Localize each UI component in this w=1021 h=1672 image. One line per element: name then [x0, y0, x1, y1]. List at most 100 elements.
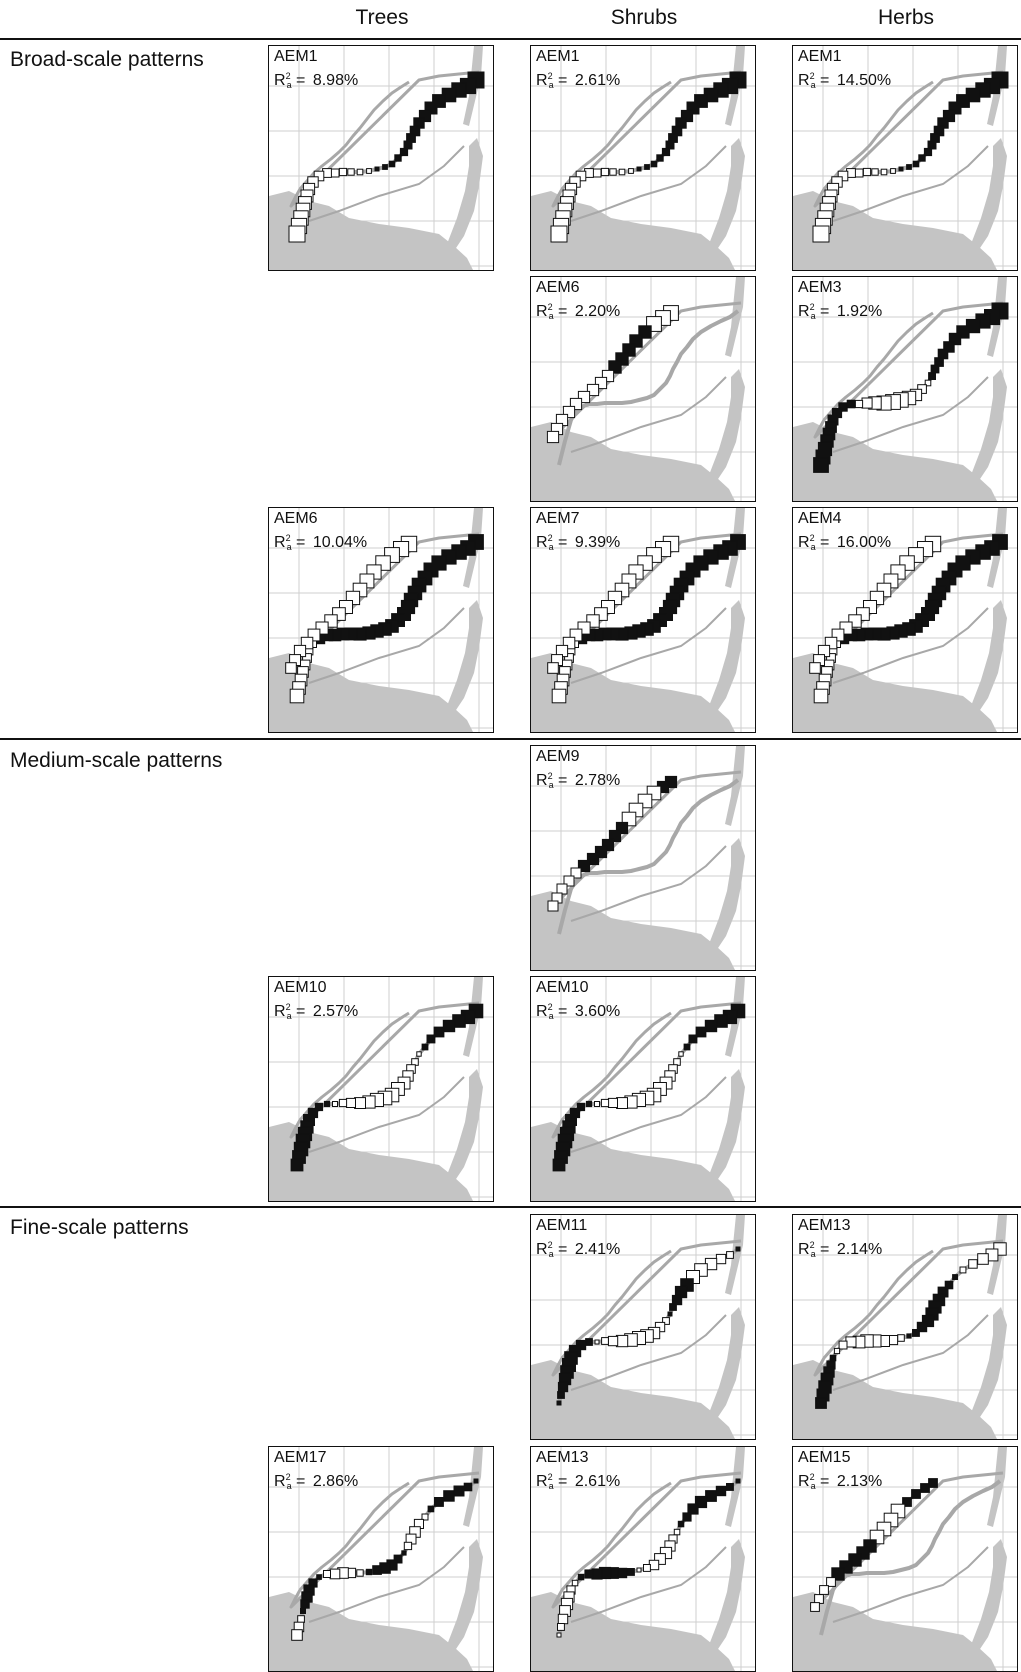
- r2-eq: =: [553, 1241, 572, 1258]
- site-marker: [924, 379, 932, 387]
- site-marker: [656, 154, 664, 162]
- r2-sup: 2: [285, 71, 291, 81]
- panel-r2-value: R2a = 2.61%: [536, 67, 620, 94]
- site-marker: [902, 1497, 912, 1507]
- site-marker: [374, 166, 380, 172]
- panel-title: AEM11: [536, 1217, 588, 1234]
- panel-title: AEM13: [798, 1217, 851, 1234]
- site-marker: [687, 1503, 699, 1515]
- site-marker: [810, 1602, 820, 1612]
- r2-percent: 2.86%: [312, 1473, 359, 1490]
- r2-letter: R: [536, 1241, 548, 1258]
- site-marker: [920, 1483, 930, 1493]
- site-marker: [556, 1632, 562, 1638]
- r2-sub: a: [548, 1011, 554, 1021]
- site-marker: [550, 225, 568, 243]
- site-marker: [584, 1569, 594, 1579]
- r2-sub: a: [286, 1011, 292, 1021]
- r2-letter: R: [274, 1003, 286, 1020]
- site-marker: [952, 1274, 959, 1280]
- section-label-broad: Broad-scale patterns: [10, 48, 204, 71]
- map-plot: [531, 277, 755, 501]
- site-marker: [942, 109, 956, 123]
- lake-shape: [531, 1122, 735, 1201]
- r2-eq: =: [291, 1003, 310, 1020]
- site-marker: [347, 168, 355, 176]
- site-marker: [285, 662, 297, 674]
- site-marker: [846, 399, 856, 409]
- lake-shape: [531, 1360, 735, 1439]
- site-marker: [585, 1100, 593, 1108]
- site-marker: [323, 1100, 331, 1108]
- upper-arm: [725, 1215, 745, 1295]
- panel-title: AEM10: [536, 979, 589, 996]
- r2-sub: a: [548, 1249, 554, 1259]
- right-channel: [447, 600, 483, 713]
- site-marker: [600, 167, 610, 177]
- upper-arm: [725, 277, 745, 357]
- panel-r2-value: R2a = 2.20%: [536, 298, 620, 325]
- panel-title: AEM6: [536, 279, 580, 296]
- panel-r2-value: R2a = 16.00%: [798, 529, 891, 556]
- right-channel: [971, 1307, 1007, 1420]
- panel-title: AEM15: [798, 1449, 851, 1466]
- site-marker: [594, 376, 608, 390]
- site-marker: [557, 1613, 569, 1625]
- south-branch: [570, 145, 727, 222]
- site-marker: [688, 1034, 698, 1044]
- site-marker: [897, 1334, 905, 1342]
- r2-eq: =: [553, 72, 572, 89]
- site-marker: [453, 1485, 465, 1497]
- lake-shape: [793, 1360, 997, 1439]
- column-header-trees: Trees: [355, 6, 409, 29]
- site-marker: [880, 168, 888, 176]
- site-marker: [289, 688, 305, 704]
- site-marker: [812, 225, 830, 243]
- r2-percent: 9.39%: [574, 534, 621, 551]
- map-panel: AEM4 R2a = 16.00%: [792, 507, 1018, 733]
- r2-letter: R: [798, 72, 810, 89]
- site-marker: [906, 1333, 912, 1339]
- north-river: [813, 70, 1004, 208]
- map-plot: [531, 46, 755, 270]
- site-marker: [288, 225, 306, 243]
- site-marker: [669, 1303, 677, 1311]
- site-marker: [927, 140, 937, 150]
- r2-eq: =: [815, 1473, 834, 1490]
- right-channel: [447, 138, 483, 251]
- r2-percent: 2.41%: [574, 1241, 621, 1258]
- panel-r2-value: R2a = 10.04%: [274, 529, 367, 556]
- map-panel: AEM15 R2a = 2.13%: [792, 1446, 1018, 1672]
- r2-eq: =: [553, 534, 572, 551]
- site-marker: [552, 1158, 566, 1172]
- r2-percent: 2.61%: [574, 72, 621, 89]
- site-marker: [372, 1565, 382, 1575]
- r2-sup: 2: [809, 71, 815, 81]
- map-plot: [793, 508, 1017, 732]
- site-marker: [399, 147, 409, 157]
- panel-title: AEM1: [798, 48, 842, 65]
- site-marker: [943, 341, 955, 353]
- r2-sup: 2: [285, 1002, 291, 1012]
- map-plot: [531, 1215, 755, 1439]
- south-branch: [570, 1546, 727, 1623]
- r2-percent: 2.78%: [574, 772, 621, 789]
- site-marker: [661, 147, 671, 157]
- r2-sup: 2: [547, 533, 553, 543]
- map-panel: AEM10 R2a = 2.57%: [268, 976, 494, 1202]
- lake-shape: [793, 422, 997, 501]
- site-marker: [401, 1550, 407, 1556]
- lake-shape: [531, 191, 735, 270]
- map-panel: AEM1 R2a = 2.61%: [530, 45, 756, 271]
- site-marker: [704, 1019, 718, 1033]
- site-marker: [297, 1615, 305, 1623]
- right-channel: [709, 138, 745, 251]
- site-marker: [562, 636, 576, 650]
- site-marker: [594, 845, 608, 859]
- r2-letter: R: [274, 534, 286, 551]
- north-river: [289, 70, 480, 208]
- r2-letter: R: [536, 72, 548, 89]
- site-marker: [695, 1026, 707, 1038]
- site-marker: [332, 1101, 338, 1107]
- site-marker: [977, 1253, 989, 1265]
